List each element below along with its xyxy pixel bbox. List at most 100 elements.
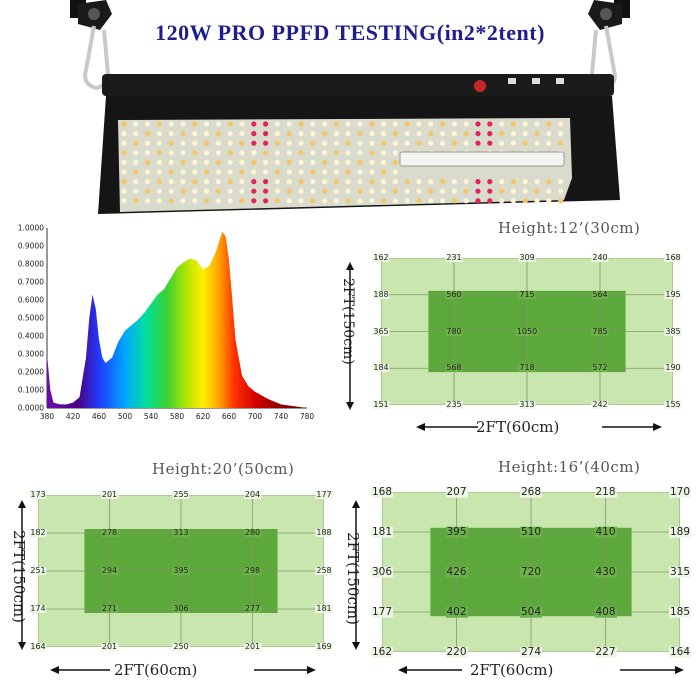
led-chip [121,131,127,137]
led-chip [345,188,351,194]
ppfd-value: 510 [519,525,543,538]
ppfd-value: 313 [172,528,190,537]
ppfd-value: 268 [519,485,543,498]
led-chip [546,198,552,204]
led-chip [440,179,446,185]
led-chip [440,198,446,204]
led-chip [369,198,375,204]
led-chip [357,169,363,175]
led-chip [121,169,127,175]
panel-12-side-label: 2FT(150cm) [340,278,356,365]
ppfd-value: 173 [29,490,47,499]
led-chip [251,169,257,175]
led-chip [463,121,469,127]
led-chip [345,159,351,165]
led-chip [215,140,221,146]
led-chip [215,188,221,194]
led-chip [322,140,328,146]
ppfd-value: 255 [172,490,190,499]
led-chip [451,131,457,137]
led-chip [404,140,410,146]
led-chip [558,131,564,137]
led-chip [263,121,269,127]
led-chip [369,179,375,185]
led-chip [274,169,280,175]
led-chip [133,159,139,165]
power-knob [474,80,486,92]
ppfd-value: 780 [445,326,463,336]
panel-16-width-arrow [398,666,684,674]
led-chip [534,121,540,127]
panel-16-side-arrow [352,500,360,650]
led-chip [487,179,493,185]
led-chip [522,179,528,185]
led-chip [168,150,174,156]
led-chip [522,121,528,127]
led-chip [145,188,151,194]
y-tick-label: 0.9000 [18,242,44,251]
led-chip [180,150,186,156]
ppfd-value: 185 [668,605,692,618]
led-chip [215,121,221,127]
led-chip [310,159,316,165]
led-chip [404,198,410,204]
ppfd-value: 306 [370,565,394,578]
led-chip [168,121,174,127]
led-chip [369,188,375,194]
led-chip [345,131,351,137]
y-tick-label: 0.8000 [18,260,44,269]
led-chip [192,159,198,165]
led-chip [251,198,257,204]
led-chip [428,198,434,204]
led-chip [392,131,398,137]
led-chip [192,121,198,127]
led-chip [239,179,245,185]
led-chip [369,169,375,175]
led-chip [345,198,351,204]
led-chip [168,179,174,185]
led-chip [192,140,198,146]
ppfd-value: 560 [445,289,463,299]
led-chip [192,188,198,194]
x-tick-label: 420 [66,412,81,421]
led-chip [510,188,516,194]
led-chip [392,198,398,204]
led-chip [475,188,481,194]
y-tick-label: 0.6000 [18,296,44,305]
led-chip [440,140,446,146]
led-chip [121,140,127,146]
ppfd-value: 395 [445,525,468,538]
led-chip [180,179,186,185]
led-chip [215,198,221,204]
ppfd-value: 169 [315,642,333,651]
led-chip [451,179,457,185]
led-chip [298,140,304,146]
led-chip [463,188,469,194]
led-chip [345,169,351,175]
ppfd-value: 155 [664,400,682,409]
panel-12-header: Height:12’(30cm) [498,219,641,237]
led-chip [310,188,316,194]
led-chip [357,140,363,146]
led-chip [274,179,280,185]
ppfd-value: 395 [172,566,190,575]
led-chip [546,140,552,146]
led-chip [487,131,493,137]
led-chip [475,179,481,185]
led-chip [133,198,139,204]
led-chip [133,169,139,175]
panel-12-width-arrow [416,423,662,431]
led-chip [145,159,151,165]
ppfd-value: 715 [518,289,536,299]
led-chip [168,198,174,204]
led-chip [487,121,493,127]
led-chip [239,140,245,146]
led-chip [298,131,304,137]
ppfd-value: 204 [243,490,262,499]
led-chip [274,140,280,146]
ppfd-value: 188 [372,289,390,299]
led-chip [156,179,162,185]
led-chip [310,121,316,127]
panel-16-header: Height:16’(40cm) [498,458,641,476]
ppfd-value: 177 [315,490,333,499]
